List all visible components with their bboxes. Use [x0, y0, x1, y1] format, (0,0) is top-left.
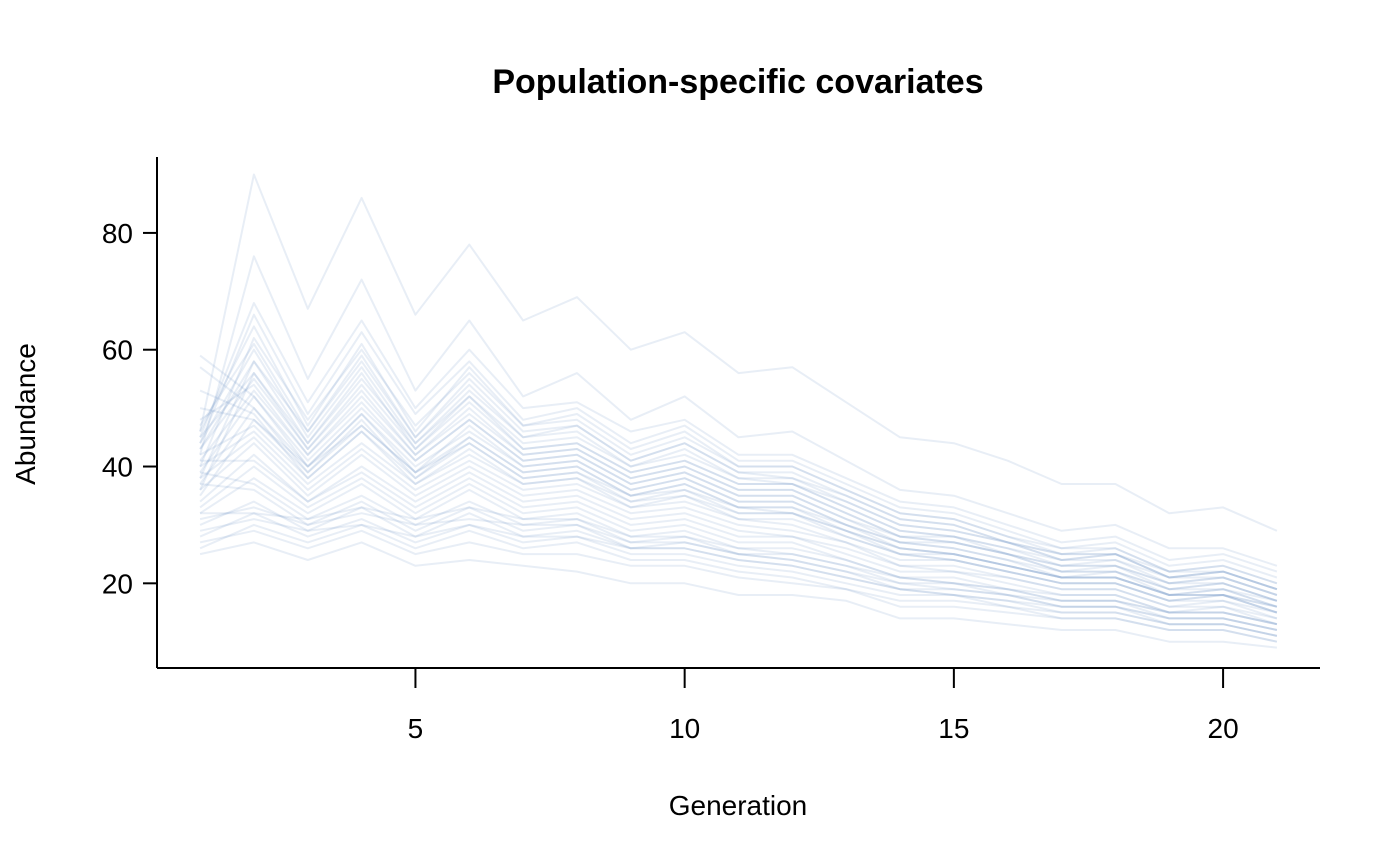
series-line-3	[199, 302, 1278, 573]
series-line-39	[199, 529, 1278, 643]
y-tick-label: 80	[102, 218, 133, 249]
series-line-22	[199, 477, 1278, 626]
x-axis-label: Generation	[669, 790, 808, 821]
series-line-14	[199, 430, 1278, 614]
series-line-11	[199, 407, 1278, 602]
series-line-31	[199, 389, 1278, 614]
series-line-29	[199, 354, 1278, 608]
series-line-19	[199, 453, 1278, 620]
series-line-7	[199, 372, 1278, 591]
series-line-37	[199, 506, 1278, 631]
x-tick-label: 15	[938, 713, 969, 744]
x-tick-label: 20	[1208, 713, 1239, 744]
series-line-4	[199, 313, 1278, 579]
series-line-23	[199, 471, 1278, 631]
series-line-36	[199, 342, 1278, 591]
series-line-33	[199, 383, 1278, 602]
series-line-1	[199, 173, 1278, 532]
x-tick-label: 10	[669, 713, 700, 744]
y-tick-label: 40	[102, 452, 133, 483]
series-line-24	[199, 483, 1278, 631]
series-line-26	[199, 512, 1278, 637]
y-axis-ticks: 20 40 60 80	[102, 218, 157, 599]
series-line-32	[199, 407, 1278, 614]
series-line-13	[199, 424, 1278, 608]
y-tick-label: 20	[102, 568, 133, 599]
series-line-20	[200, 459, 1278, 626]
x-axis-ticks: 5 10 15 20	[408, 668, 1239, 744]
series-line-28	[199, 541, 1278, 649]
y-axis-label: Abundance	[10, 343, 41, 485]
series-line-6	[199, 360, 1278, 591]
series-line-40	[200, 506, 1278, 626]
series-line-38	[199, 518, 1278, 637]
series-line-27	[199, 523, 1278, 643]
series-line-25	[199, 500, 1278, 637]
series-line-16	[199, 348, 1278, 591]
series-group	[199, 173, 1278, 649]
series-line-8	[199, 377, 1278, 596]
series-line-10	[199, 395, 1278, 602]
chart-title: Population-specific covariates	[492, 63, 983, 101]
series-line-17	[199, 325, 1278, 585]
series-line-34	[199, 372, 1278, 602]
series-line-5	[199, 337, 1278, 585]
series-line-21	[199, 465, 1278, 626]
series-line-30	[199, 366, 1278, 608]
series-line-9	[199, 389, 1278, 596]
series-line-35	[199, 360, 1278, 596]
series-line-2	[199, 255, 1278, 567]
y-tick-label: 60	[102, 335, 133, 366]
series-line-18	[199, 442, 1278, 620]
series-line-12	[199, 418, 1278, 608]
x-tick-label: 5	[408, 713, 424, 744]
series-line-15	[199, 436, 1278, 614]
